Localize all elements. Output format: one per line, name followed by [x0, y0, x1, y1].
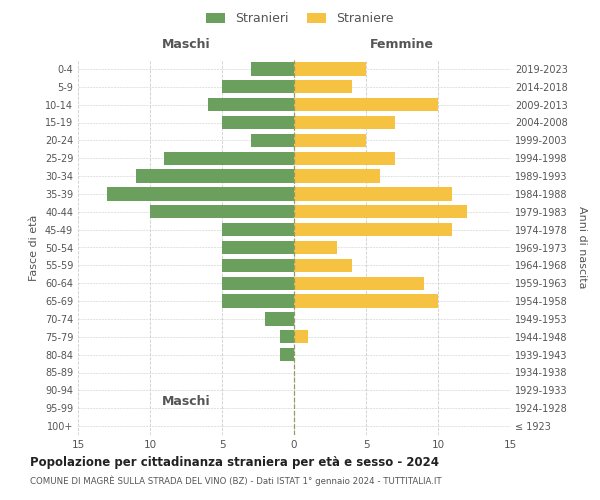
- Bar: [222, 116, 294, 129]
- Bar: [294, 170, 380, 183]
- Bar: [265, 312, 294, 326]
- Bar: [294, 80, 352, 94]
- Bar: [294, 187, 452, 200]
- Text: Popolazione per cittadinanza straniera per età e sesso - 2024: Popolazione per cittadinanza straniera p…: [30, 456, 439, 469]
- Bar: [136, 170, 294, 183]
- Bar: [294, 116, 395, 129]
- Bar: [294, 294, 438, 308]
- Bar: [107, 187, 294, 200]
- Bar: [294, 134, 366, 147]
- Bar: [294, 223, 452, 236]
- Bar: [222, 223, 294, 236]
- Text: Maschi: Maschi: [161, 38, 211, 51]
- Bar: [294, 330, 308, 344]
- Text: Femmine: Femmine: [370, 38, 434, 51]
- Bar: [222, 258, 294, 272]
- Bar: [251, 134, 294, 147]
- Bar: [294, 205, 467, 218]
- Bar: [222, 241, 294, 254]
- Bar: [164, 152, 294, 165]
- Bar: [294, 98, 438, 112]
- Legend: Stranieri, Straniere: Stranieri, Straniere: [203, 8, 397, 29]
- Text: COMUNE DI MAGRÈ SULLA STRADA DEL VINO (BZ) - Dati ISTAT 1° gennaio 2024 - TUTTIT: COMUNE DI MAGRÈ SULLA STRADA DEL VINO (B…: [30, 476, 442, 486]
- Bar: [222, 294, 294, 308]
- Bar: [280, 348, 294, 362]
- Bar: [294, 241, 337, 254]
- Bar: [251, 62, 294, 76]
- Bar: [294, 276, 424, 290]
- Text: Maschi: Maschi: [161, 395, 211, 408]
- Bar: [294, 258, 352, 272]
- Bar: [222, 276, 294, 290]
- Bar: [294, 152, 395, 165]
- Bar: [280, 330, 294, 344]
- Bar: [222, 80, 294, 94]
- Bar: [150, 205, 294, 218]
- Bar: [208, 98, 294, 112]
- Y-axis label: Anni di nascita: Anni di nascita: [577, 206, 587, 289]
- Bar: [294, 62, 366, 76]
- Y-axis label: Fasce di età: Fasce di età: [29, 214, 39, 280]
